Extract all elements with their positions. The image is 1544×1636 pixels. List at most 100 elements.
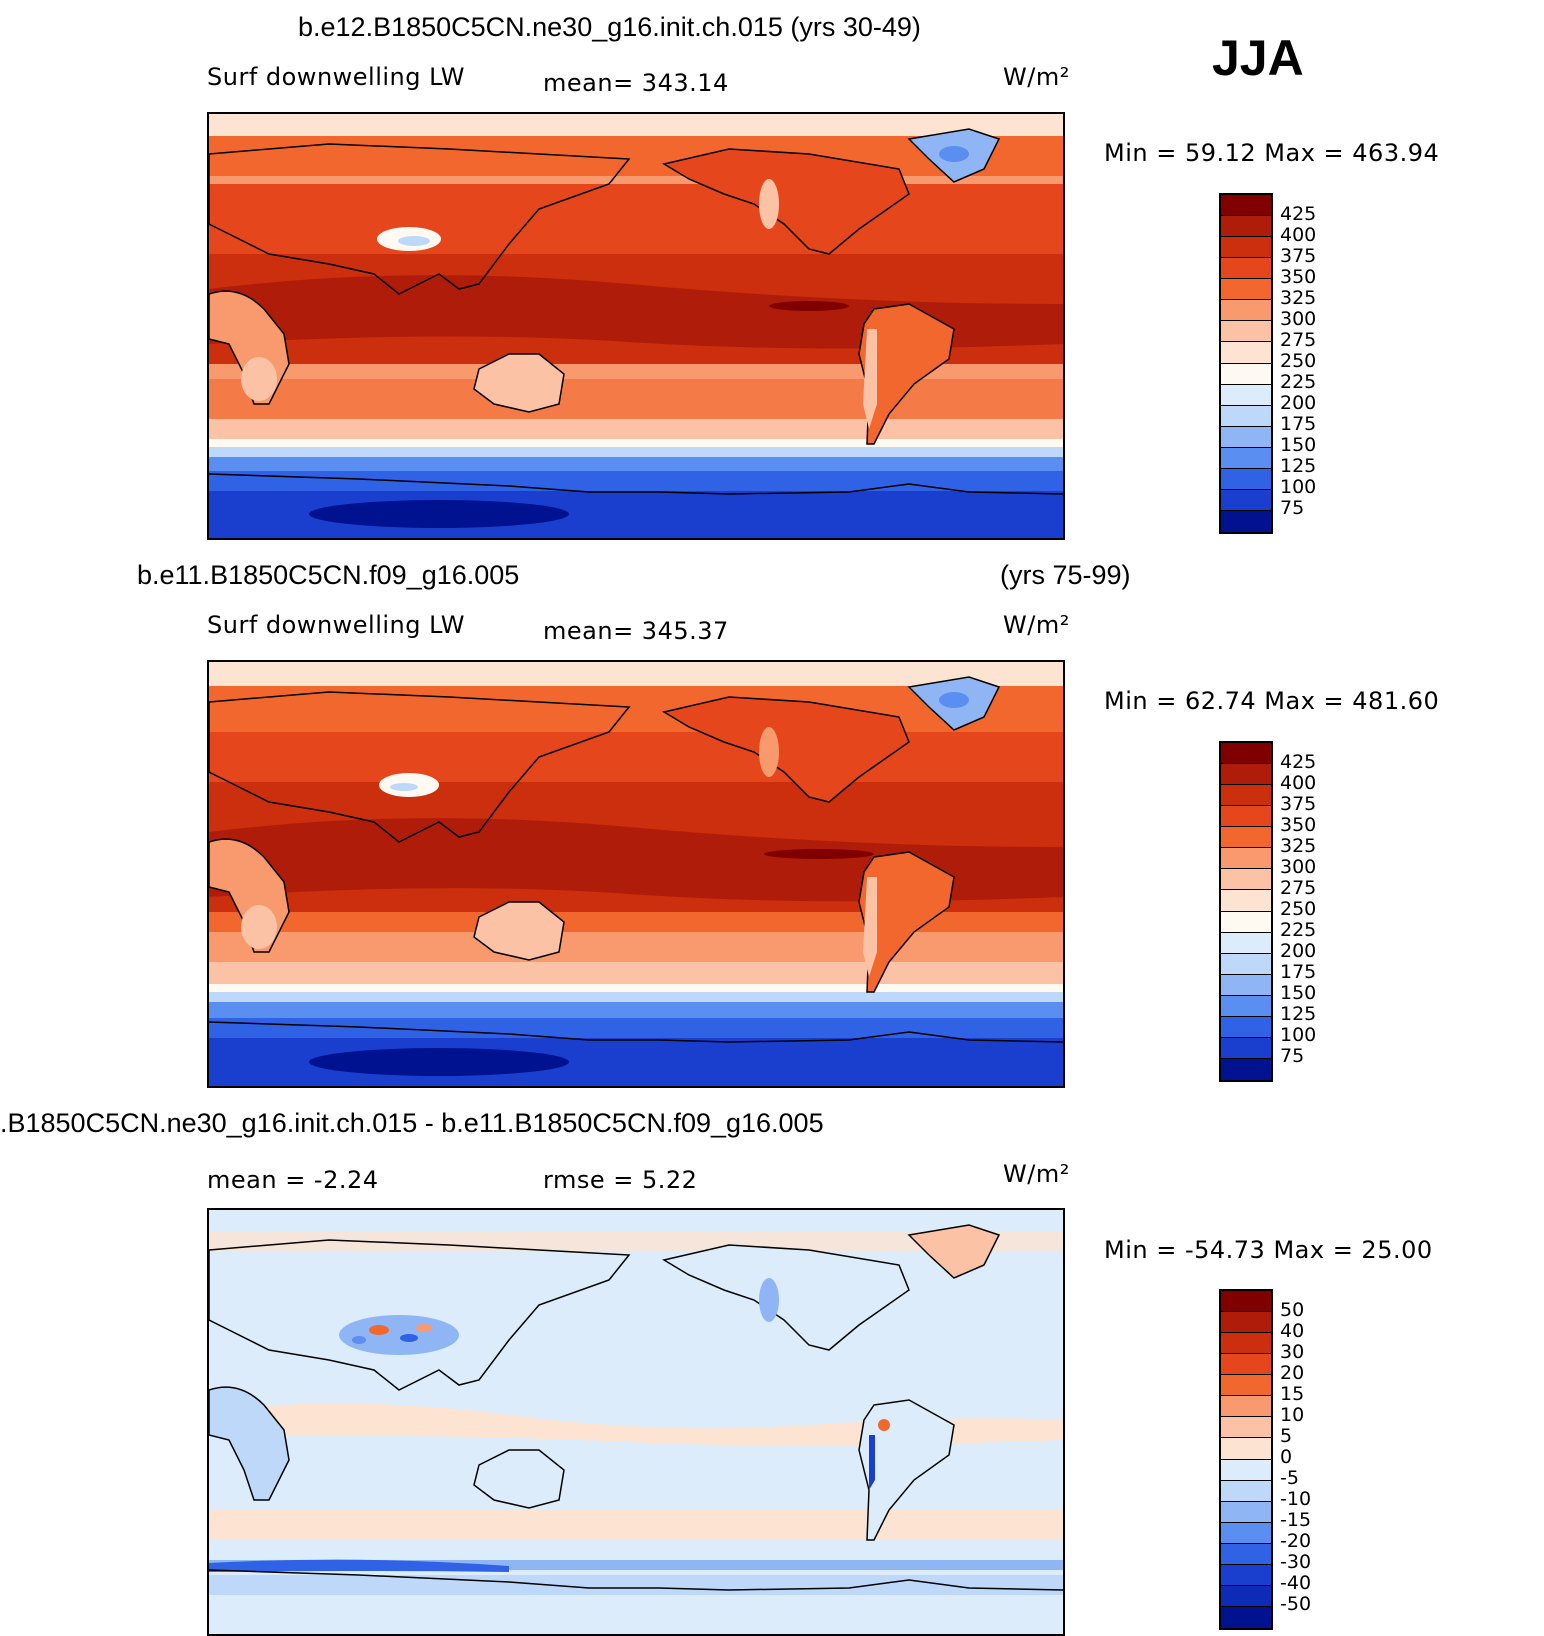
panel-1-colorbar-swatch xyxy=(1221,384,1271,406)
colorbar-tick-label: 425 xyxy=(1280,203,1317,225)
panel-1-colorbar-swatch xyxy=(1221,342,1271,364)
panel-2-colorbar-swatch xyxy=(1221,911,1271,933)
colorbar-tick-label: 400 xyxy=(1280,224,1317,246)
panel-2-colorbar-swatch xyxy=(1221,764,1271,786)
colorbar-tick-label: -40 xyxy=(1280,1572,1312,1594)
season-label: JJA xyxy=(1212,30,1304,86)
colorbar-tick-label: 100 xyxy=(1280,476,1317,498)
panel-2-colorbar-swatch xyxy=(1221,995,1271,1017)
colorbar-tick-label: -20 xyxy=(1280,1530,1312,1552)
panel-3-mean-label: mean = -2.24 xyxy=(207,1166,379,1194)
colorbar-tick-label: 275 xyxy=(1280,329,1317,351)
panel-3-colorbar-swatch xyxy=(1221,1417,1271,1439)
panel-2-colorbar-swatch xyxy=(1221,785,1271,807)
colorbar-tick-label: 175 xyxy=(1280,961,1317,983)
colorbar-tick-label: 75 xyxy=(1280,1045,1305,1067)
panel-3-title: .B1850C5CN.ne30_g16.init.ch.015 - b.e11.… xyxy=(0,1108,824,1138)
panel-2-mean-label: mean= 345.37 xyxy=(543,617,729,645)
colorbar-tick-label: -50 xyxy=(1280,1593,1312,1615)
panel-1-variable-label: Surf downwelling LW xyxy=(207,63,466,91)
colorbar-tick-label: 250 xyxy=(1280,898,1317,920)
panel-2-years: (yrs 75-99) xyxy=(1000,560,1131,590)
panel-1-units-label: W/m² xyxy=(1003,63,1070,91)
colorbar-tick-label: 10 xyxy=(1280,1404,1305,1426)
panel-1-colorbar-swatch xyxy=(1221,279,1271,301)
panel-1-colorbar-swatch xyxy=(1221,489,1271,511)
panel-3-colorbar-swatch xyxy=(1221,1480,1271,1502)
panel-2-colorbar-swatch xyxy=(1221,848,1271,870)
colorbar-tick-label: 100 xyxy=(1280,1024,1317,1046)
panel-3-colorbar-swatch xyxy=(1221,1312,1271,1334)
panel-3-units-label: W/m² xyxy=(1003,1160,1070,1188)
colorbar-tick-label: 300 xyxy=(1280,856,1317,878)
colorbar-tick-label: 0 xyxy=(1280,1446,1293,1468)
colorbar-tick-label: 400 xyxy=(1280,772,1317,794)
panel-3-colorbar-swatch xyxy=(1221,1606,1271,1628)
colorbar-tick-label: 375 xyxy=(1280,793,1317,815)
colorbar-tick-label: 40 xyxy=(1280,1320,1305,1342)
panel-2-colorbar-swatch xyxy=(1221,974,1271,996)
panel-3-rmse-label: rmse = 5.22 xyxy=(543,1166,698,1194)
panel-3-colorbar-swatch xyxy=(1221,1438,1271,1460)
panel-3-colorbar-swatch xyxy=(1221,1543,1271,1565)
panel-2-colorbar-swatch xyxy=(1221,932,1271,954)
panel-1-colorbar-swatch xyxy=(1221,405,1271,427)
panel-1-colorbar-swatch xyxy=(1221,195,1271,217)
colorbar-tick-label: 50 xyxy=(1280,1299,1305,1321)
panel-1-colorbar-swatch xyxy=(1221,321,1271,343)
panel-2-colorbar-swatch xyxy=(1221,827,1271,849)
panel-3-minmax-label: Min = -54.73 Max = 25.00 xyxy=(1104,1236,1433,1264)
panel-2-colorbar-swatch xyxy=(1221,1058,1271,1080)
colorbar-tick-label: 350 xyxy=(1280,814,1317,836)
panel-2-colorbar-swatch xyxy=(1221,1016,1271,1038)
colorbar-tick-label: 125 xyxy=(1280,1003,1317,1025)
colorbar-tick-label: -30 xyxy=(1280,1551,1312,1573)
colorbar-tick-label: 175 xyxy=(1280,413,1317,435)
colorbar-tick-label: 20 xyxy=(1280,1362,1305,1384)
colorbar-tick-label: 200 xyxy=(1280,392,1317,414)
panel-3-colorbar-swatch xyxy=(1221,1459,1271,1481)
panel-2-colorbar-swatch xyxy=(1221,869,1271,891)
colorbar-tick-label: -10 xyxy=(1280,1488,1312,1510)
panel-1-colorbar-swatch xyxy=(1221,237,1271,259)
colorbar-tick-label: 15 xyxy=(1280,1383,1305,1405)
panel-1-colorbar-swatch xyxy=(1221,363,1271,385)
panel-3-colorbar-swatch xyxy=(1221,1333,1271,1355)
panel-1-colorbar-swatch xyxy=(1221,447,1271,469)
panel-1-colorbar xyxy=(1219,193,1273,534)
panel-1-title: b.e12.B1850C5CN.ne30_g16.init.ch.015 (yr… xyxy=(298,12,921,42)
colorbar-tick-label: -5 xyxy=(1280,1467,1299,1489)
colorbar-tick-label: 250 xyxy=(1280,350,1317,372)
panel-1-colorbar-swatch xyxy=(1221,216,1271,238)
panel-1-colorbar-swatch xyxy=(1221,258,1271,280)
panel-2-colorbar xyxy=(1219,741,1273,1082)
colorbar-tick-label: 125 xyxy=(1280,455,1317,477)
colorbar-tick-label: 325 xyxy=(1280,287,1317,309)
panel-3-colorbar xyxy=(1219,1289,1273,1630)
panel-2-map xyxy=(207,660,1065,1088)
panel-2-title: b.e11.B1850C5CN.f09_g16.005 xyxy=(137,560,520,590)
panel-1-colorbar-swatch xyxy=(1221,468,1271,490)
colorbar-tick-label: 200 xyxy=(1280,940,1317,962)
panel-3-colorbar-swatch xyxy=(1221,1522,1271,1544)
panel-3-map-plot xyxy=(209,1210,1063,1634)
colorbar-tick-label: 30 xyxy=(1280,1341,1305,1363)
panel-2-colorbar-swatch xyxy=(1221,743,1271,765)
panel-1-map-plot xyxy=(209,114,1063,538)
colorbar-tick-label: 375 xyxy=(1280,245,1317,267)
panel-1-minmax-label: Min = 59.12 Max = 463.94 xyxy=(1104,139,1440,167)
colorbar-tick-label: -15 xyxy=(1280,1509,1312,1531)
panel-1-colorbar-swatch xyxy=(1221,300,1271,322)
colorbar-tick-label: 5 xyxy=(1280,1425,1293,1447)
panel-2-map-plot xyxy=(209,662,1063,1086)
panel-3-colorbar-swatch xyxy=(1221,1396,1271,1418)
colorbar-tick-label: 225 xyxy=(1280,919,1317,941)
colorbar-tick-label: 150 xyxy=(1280,982,1317,1004)
panel-3-colorbar-swatch xyxy=(1221,1291,1271,1313)
panel-2-variable-label: Surf downwelling LW xyxy=(207,611,466,639)
panel-3-colorbar-swatch xyxy=(1221,1585,1271,1607)
panel-2-colorbar-swatch xyxy=(1221,953,1271,975)
panel-2-colorbar-swatch xyxy=(1221,890,1271,912)
colorbar-tick-label: 425 xyxy=(1280,751,1317,773)
colorbar-tick-label: 325 xyxy=(1280,835,1317,857)
